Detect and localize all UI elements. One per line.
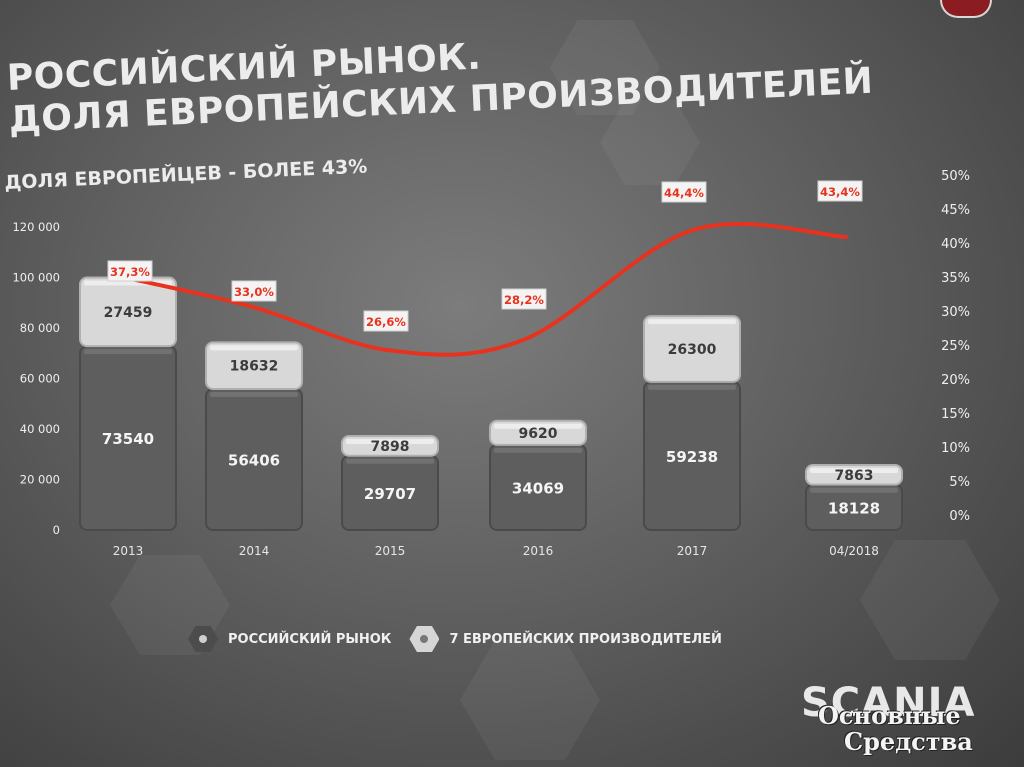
data-label-european-producers: 18632 [230,359,279,375]
y-axis-right-tick-label: 50% [941,169,970,184]
bar-highlight [648,384,736,390]
data-label-european-producers: 7863 [835,468,874,484]
x-axis-category-label: 2016 [523,544,554,558]
y-axis-left-tick-label: 40 000 [20,422,60,436]
legend-item-european-producers: 7 ЕВРОПЕЙСКИХ ПРОИЗВОДИТЕЛЕЙ [409,626,722,652]
watermark-line-2: Средства [844,727,973,756]
bar-highlight [494,423,582,429]
share-label-box [817,180,863,202]
share-data-label: 26,6% [366,315,406,329]
x-axis-category-label: 04/2018 [829,544,879,558]
bar-highlight [648,319,736,325]
data-label-european-producers: 9620 [519,426,558,442]
y-axis-right-tick-label: 20% [941,373,970,388]
y-axis-left-tick-label: 60 000 [20,372,60,386]
y-axis-right-tick-label: 25% [941,339,970,354]
y-axis-left-tick-label: 80 000 [20,321,60,335]
x-axis-category-label: 2014 [239,544,270,558]
y-axis-right-tick-label: 40% [941,237,970,252]
legend-label-russian-market: РОССИЙСКИЙ РЫНОК [228,631,392,647]
background-hexagon [600,100,700,185]
data-label-russian-market: 34069 [512,479,564,497]
data-label-russian-market: 18128 [828,499,880,517]
x-axis-category-label: 2013 [113,544,144,558]
data-label-russian-market: 56406 [228,451,280,469]
legend-item-russian-market: РОССИЙСКИЙ РЫНОК [188,626,391,652]
hexagon-light-icon [409,626,440,652]
watermark-line-1: Основные [818,701,961,730]
bar-european-producers [205,341,303,390]
share-data-label: 44,4% [664,186,704,200]
bar-highlight [810,468,898,474]
x-axis-category-label: 2015 [375,544,406,558]
share-data-label: 28,2% [504,293,544,307]
y-axis-right-tick-label: 30% [941,305,970,320]
y-axis-left-tick-label: 100 000 [12,271,60,285]
legend-label-european-producers: 7 ЕВРОПЕЙСКИХ ПРОИЗВОДИТЕЛЕЙ [449,631,722,647]
hexagon-dark-icon [188,626,218,652]
bar-european-producers [643,315,741,383]
share-label-box [363,310,409,332]
share-data-label: 33,0% [234,285,274,299]
share-data-label: 37,3% [110,265,150,279]
bar-highlight [810,487,898,493]
bar-highlight [210,391,298,397]
share-data-label: 43,4% [820,185,860,199]
chart-legend: РОССИЙСКИЙ РЫНОК 7 ЕВРОПЕЙСКИХ ПРОИЗВОДИ… [188,626,722,652]
y-axis-left-tick-label: 120 000 [12,220,60,234]
y-axis-left-tick-label: 20 000 [20,473,60,487]
data-label-russian-market: 29707 [364,485,416,503]
data-label-russian-market: 59238 [666,448,718,466]
data-label-european-producers: 26300 [668,342,717,358]
bar-highlight [84,349,172,355]
y-axis-right-tick-label: 0% [949,509,970,524]
x-axis-category-label: 2017 [677,544,708,558]
watermark: Основные Средства [818,703,973,755]
y-axis-left-tick-label: 0 [53,523,60,537]
y-axis-right-tick-label: 45% [941,203,970,218]
data-label-russian-market: 73540 [102,430,154,448]
bar-highlight [210,345,298,351]
data-label-european-producers: 7898 [371,439,410,455]
y-axis-right-tick-label: 15% [941,407,970,422]
data-label-european-producers: 27459 [104,305,153,321]
bar-highlight [494,447,582,453]
y-axis-right-tick-label: 5% [949,475,970,490]
share-label-box [501,288,547,310]
y-axis-right-tick-label: 35% [941,271,970,286]
share-line-european [126,222,848,357]
y-axis-right-tick-label: 10% [941,441,970,456]
share-label-box [661,181,707,203]
bar-highlight [346,438,434,444]
share-label-box [107,260,153,282]
bar-highlight [346,458,434,464]
share-label-box [231,280,277,302]
scania-logo-text: SCANIA [801,680,976,726]
